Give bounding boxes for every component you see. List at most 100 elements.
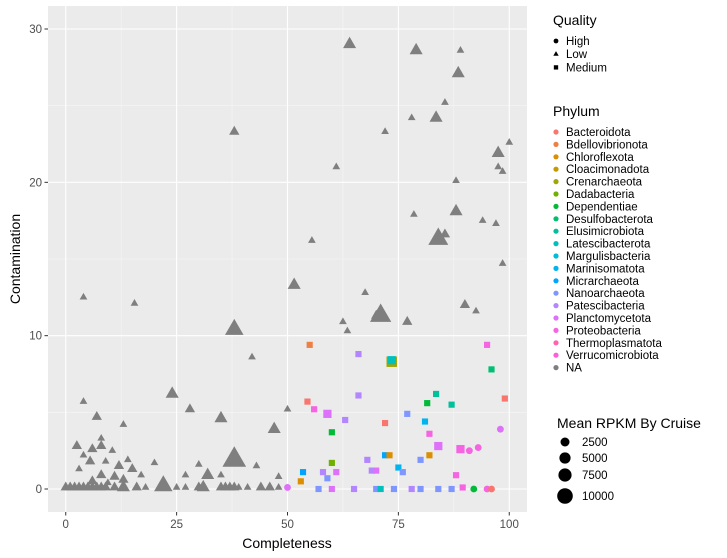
data-point [306,341,313,348]
data-point [332,162,341,170]
data-point [399,469,406,476]
legend-phylum-key [553,241,559,247]
data-point [150,458,159,466]
data-point [496,425,504,433]
data-point [435,485,442,493]
data-point [428,227,449,245]
data-point [465,447,473,455]
legend-phylum-key [553,278,559,284]
data-point [101,456,110,464]
x-tick-label: 100 [500,519,519,531]
legend-phylum-label: NA [566,363,582,375]
data-point [243,483,252,490]
data-point [452,176,460,184]
y-tick-label: 20 [29,177,42,189]
data-point [328,485,335,493]
legend-quality-key [553,38,559,44]
legend-phylum-key [553,265,559,271]
data-point [108,446,117,453]
data-point [75,464,83,472]
data-point [470,485,478,493]
data-point [79,292,88,300]
data-point [222,446,247,467]
data-point [361,288,369,295]
legend-quality-key [553,65,559,70]
data-point [214,410,228,423]
data-point [287,277,301,289]
data-point [421,418,429,425]
legend-phylum-key [553,303,559,309]
data-point [417,456,424,463]
data-point [252,461,261,469]
data-point [308,236,316,243]
data-point [324,475,331,482]
legend-phylum-key [553,327,559,333]
data-point [381,419,389,427]
data-point [488,485,495,493]
legend-phylum-label: Cloacimonadota [566,164,650,176]
data-point [299,469,307,476]
legend-phylum-label: Margulisbacteria [566,251,651,263]
data-point [373,485,380,493]
data-point [267,421,281,433]
data-point [355,350,362,358]
data-point [274,472,283,479]
data-point [113,460,125,469]
data-point [84,455,96,465]
data-point [410,210,418,217]
data-point [315,485,322,493]
data-point [172,483,181,490]
data-point [127,463,138,473]
data-point [478,216,487,223]
data-point [119,420,128,427]
data-point [426,452,433,459]
data-point [484,341,491,348]
data-point [319,469,327,476]
data-point [333,469,340,476]
legend-size-key [557,488,573,504]
legend-phylum-label: Micrarchaeota [566,276,639,288]
y-tick-label: 10 [29,331,42,343]
x-tick-label: 0 [63,519,69,531]
data-point [194,460,203,467]
data-point [131,481,142,491]
data-point [123,455,132,463]
y-tick-label: 0 [36,484,42,496]
data-point [79,397,88,404]
legend-size: Mean RPKM By Cruise 2500 5000 7500 10000 [557,415,701,504]
data-point [248,352,256,360]
data-point [474,444,482,452]
data-point [456,46,465,53]
data-point [343,326,352,334]
data-point [408,485,415,493]
legend-phylum-key [553,365,559,371]
legend-phylum-key [553,129,559,135]
data-point [501,395,508,402]
data-point [448,485,455,493]
legend-phylum-label: Verrucomicrobiota [566,350,659,362]
data-point [459,299,471,308]
data-point [395,464,402,471]
data-point [201,467,215,479]
data-point [407,113,416,121]
legend-quality-label: Low [566,49,588,61]
data-point [488,366,495,373]
data-point [494,162,503,170]
data-point [96,440,107,450]
data-point [350,485,358,493]
legend-phylum-key [553,154,559,160]
legend-quality-label: High [566,36,590,48]
data-point [297,478,304,485]
data-point [386,452,393,459]
data-point [311,406,318,413]
data-point [323,409,332,418]
y-axis-title: Contamination [7,214,23,304]
data-point [255,481,267,491]
data-point [181,483,190,490]
data-point [229,125,240,135]
data-point [498,259,507,266]
data-point [498,167,507,174]
data-point [284,484,291,491]
data-point [87,475,98,485]
